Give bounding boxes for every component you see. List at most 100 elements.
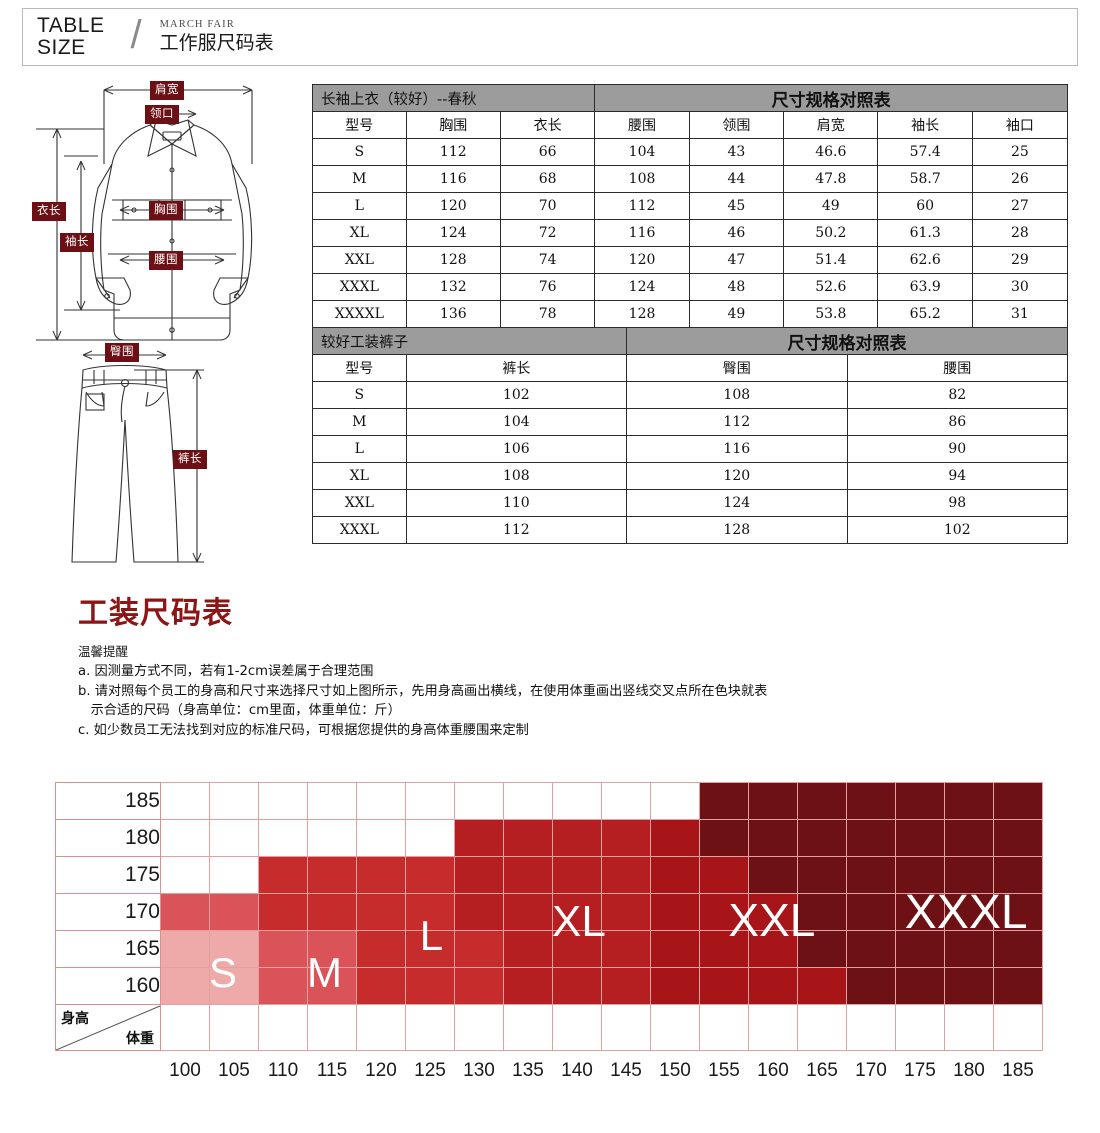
heatmap-cell [797,856,847,894]
heatmap-cell [405,819,455,857]
heatmap-cell [601,930,651,968]
heatmap-cell [552,930,602,968]
cell: 43 [688,138,785,166]
cell: 82 [846,381,1069,409]
cell: 74 [499,246,596,274]
heatmap-cell [356,856,406,894]
size-spec-tables: 长袖上衣（较好）--春秋 尺寸规格对照表 型号 胸围 衣长 腰围 领围 肩宽 袖… [311,84,1069,544]
heatmap-cell [846,782,896,820]
heatmap-cell [993,782,1043,820]
heatmap-axis-cell [356,1004,406,1051]
heatmap-cell [895,930,945,968]
tag-hip: 臀围 [105,343,139,362]
cell: 136 [405,300,501,328]
y-axis-title: 身高 [61,1011,89,1027]
heatmap-cell [944,856,994,894]
cell: 112 [405,516,628,544]
cell: 65.2 [877,300,973,328]
heatmap-cell [846,819,896,857]
heatmap-cell [993,819,1043,857]
heatmap-cell [454,930,504,968]
heatmap-cell [650,856,700,894]
heatmap-cell [552,782,602,820]
heatmap-cell [160,967,210,1005]
cell: 58.7 [877,165,973,193]
cell: 72 [499,219,596,247]
heatmap-grid: 185 180 175 170 165 160 身高 体重 100 105 110 115 120 125… [55,782,1043,1091]
heatmap-cell [209,930,259,968]
heatmap-cell [699,967,749,1005]
heatmap-row: 175 [55,856,1043,894]
heatmap-axis-cell [209,1004,259,1051]
cell: 46.6 [783,138,879,166]
note-line-b2: 示合适的尺码（身高单位：cm里面，体重单位：斤） [78,703,401,719]
cell: 98 [846,489,1069,517]
heatmap-y-label: 165 [55,930,161,968]
heatmap-cell [552,819,602,857]
heatmap-cell [748,893,798,931]
heatmap-cell [993,967,1043,1005]
jacket-col-6: 袖长 [877,111,973,139]
cell: 132 [405,273,501,301]
heatmap-axis-corner: 身高 体重 [55,1004,161,1051]
heatmap-axis-cell [405,1004,455,1051]
heatmap-x-label: 145 [610,1059,642,1081]
cell: 116 [626,435,848,463]
heatmap-cell [944,782,994,820]
heatmap-cell [258,930,308,968]
heatmap-cell [944,967,994,1005]
pants-diagram-icon [71,350,204,563]
heatmap-x-label: 160 [757,1059,789,1081]
heatmap-axis-cell [160,1004,210,1051]
heatmap-cell [454,856,504,894]
heatmap-x-label: 130 [463,1059,495,1081]
table-row: XXXL 132 76 124 48 52.6 63.9 30 [312,273,1069,301]
heatmap-y-label: 160 [55,967,161,1005]
heatmap-axis-cell [258,1004,308,1051]
tag-chest: 胸围 [149,201,183,220]
cell: 124 [626,489,848,517]
cell: 124 [405,219,501,247]
heatmap-y-label: 175 [55,856,161,894]
cell: 26 [971,165,1069,193]
heatmap-axis-cell [552,1004,602,1051]
heatmap-cell [307,930,357,968]
cell: 94 [846,462,1069,490]
heatmap-cell [405,856,455,894]
cell: XXXXL [312,300,407,328]
garment-illustrations: 肩宽 领口 衣长 袖长 胸围 腰围 [24,72,306,572]
heatmap-cell [699,819,749,857]
heatmap-axis-cell [307,1004,357,1051]
pants-col-2: 臀围 [626,354,848,382]
heatmap-x-label: 140 [561,1059,593,1081]
heatmap-cell [993,856,1043,894]
banner-en-line1: TABLE [37,13,105,37]
note-line-c: c. 如少数员工无法找到对应的标准尺码，可根据您提供的身高体重腰围来定制 [78,722,529,738]
heatmap-axis-cell [601,1004,651,1051]
heatmap-cell [699,782,749,820]
heatmap-axis-cell [895,1004,945,1051]
heatmap-cell [895,856,945,894]
cell: XL [312,219,407,247]
heatmap-cell [160,893,210,931]
heatmap-cell [503,930,553,968]
heatmap-cell [209,856,259,894]
heatmap-cell [846,967,896,1005]
cell: 28 [971,219,1069,247]
jacket-column-headers: 型号 胸围 衣长 腰围 领围 肩宽 袖长 袖口 [312,111,1069,139]
cell: 112 [626,408,848,436]
heatmap-cell [601,967,651,1005]
heatmap-cell [797,967,847,1005]
cell: 47 [688,246,785,274]
header-banner: TABLE SIZE / MARCH FAIR 工作服尺码表 [22,8,1078,66]
heatmap-cell [356,967,406,1005]
pants-header-left: 较好工装裤子 [311,327,628,355]
cell: 112 [594,192,690,220]
jacket-col-0: 型号 [312,111,407,139]
heatmap-cell [356,893,406,931]
pants-col-3: 腰围 [846,354,1069,382]
note-line-a: a. 因测量方式不同，若有1-2cm误差属于合理范围 [78,664,374,679]
heatmap-cell [895,893,945,931]
heatmap-cell [209,893,259,931]
cell: 49 [688,300,785,328]
